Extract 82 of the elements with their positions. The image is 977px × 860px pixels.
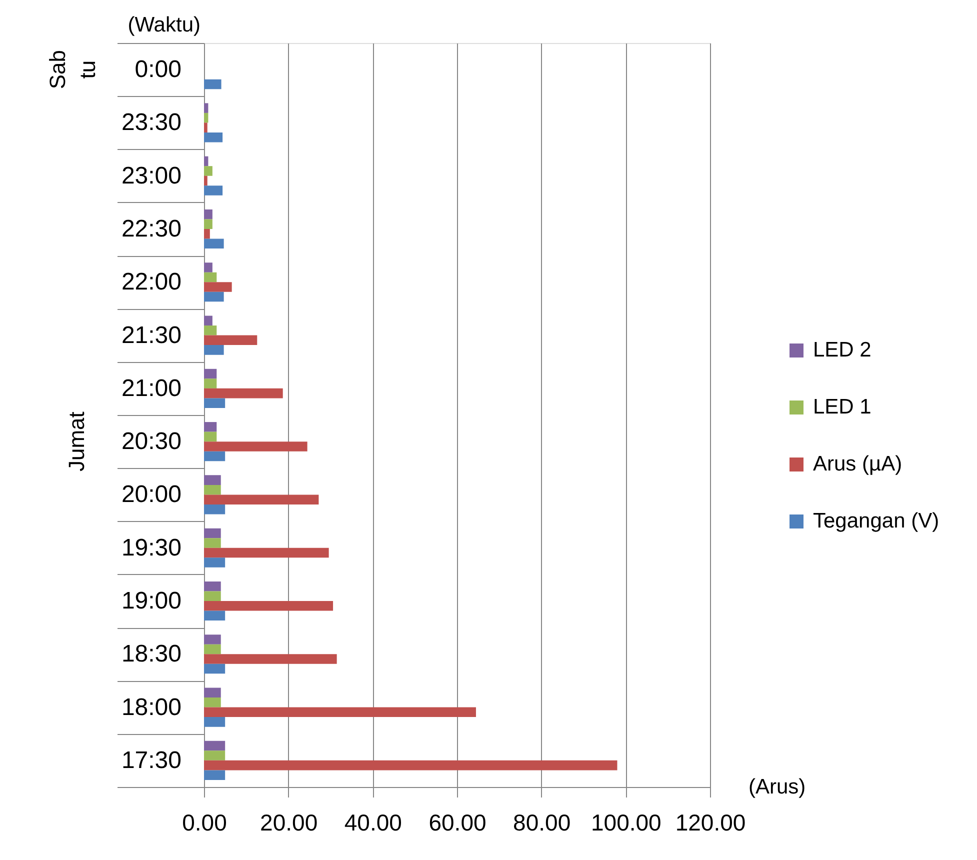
- bar: [204, 634, 221, 644]
- bar: [204, 103, 208, 113]
- x-tick-label: 120.00: [675, 810, 746, 836]
- y-tick-label: 23:00: [121, 162, 182, 190]
- bar: [204, 664, 226, 674]
- bar: [204, 282, 232, 292]
- bar: [204, 581, 221, 592]
- bar: [204, 122, 208, 132]
- bar: [204, 112, 208, 123]
- legend-label: LED 2: [813, 338, 872, 362]
- bar: [204, 644, 221, 654]
- bar: [204, 238, 224, 249]
- bar: [204, 760, 618, 770]
- y-axis-title: (Waktu): [128, 14, 200, 36]
- bar: [204, 442, 308, 452]
- legend-label: Tegangan (V): [813, 510, 940, 532]
- legend-label: LED 1: [813, 396, 872, 418]
- bar: [204, 156, 208, 166]
- bar: [204, 484, 221, 495]
- bar: [204, 432, 217, 442]
- bar: [204, 558, 226, 568]
- bar: [204, 494, 319, 504]
- bar: [204, 422, 217, 432]
- bar: [204, 740, 226, 751]
- bar: [204, 229, 210, 239]
- bar: [204, 79, 222, 90]
- bar: [204, 398, 226, 408]
- bar: [204, 504, 226, 514]
- x-axis-title: (Arus): [748, 776, 806, 798]
- bar: [204, 528, 221, 538]
- bar: [204, 610, 226, 621]
- bar: [204, 378, 217, 388]
- x-tick-label: 80.00: [513, 810, 571, 836]
- bar: [204, 272, 217, 282]
- bar: [204, 345, 224, 355]
- bar: [204, 335, 258, 346]
- y-tick-label: 20:30: [121, 428, 182, 456]
- bar: [204, 292, 224, 302]
- text: Jumat: [64, 412, 89, 472]
- y-tick-label: 21:00: [121, 374, 182, 402]
- legend-label: Arus (µA): [813, 452, 902, 476]
- bar: [204, 132, 223, 142]
- bar: [204, 326, 217, 336]
- y-tick-label: 18:30: [121, 640, 182, 668]
- bar: [204, 262, 212, 272]
- y-tick-label: 0:00: [134, 56, 182, 84]
- bar: [204, 688, 221, 698]
- bar: [204, 166, 212, 176]
- y-tick-label: 21:30: [121, 322, 182, 349]
- bar: [204, 707, 476, 718]
- bar: [204, 654, 337, 664]
- bar: [204, 219, 212, 229]
- bar: [204, 451, 226, 462]
- y-tick-label: 19:00: [121, 588, 182, 614]
- bar: [204, 388, 283, 398]
- bar: [204, 368, 217, 379]
- x-tick-label: 20.00: [260, 810, 318, 836]
- bar: [204, 717, 226, 727]
- bar: [204, 475, 221, 485]
- y-tick-label: 20:00: [121, 481, 182, 508]
- text: Sab tu: [45, 50, 100, 90]
- y-tick-label: 23:30: [121, 109, 182, 136]
- bar: [204, 176, 208, 186]
- y-tick-label: 17:30: [121, 746, 182, 774]
- bar: [204, 209, 212, 220]
- bar: [204, 770, 226, 780]
- x-tick-label: 0.00: [182, 810, 227, 836]
- y-tick-label: 22:30: [121, 216, 182, 242]
- x-tick-label: 60.00: [428, 810, 486, 836]
- x-tick-label: 40.00: [344, 810, 402, 836]
- y-tick-label: 19:30: [121, 534, 182, 562]
- bar: [204, 316, 212, 326]
- bar: [204, 601, 334, 611]
- y-tick-label: 22:00: [121, 268, 182, 296]
- bar: [204, 698, 221, 708]
- bar: [204, 538, 221, 548]
- bar: [204, 591, 221, 601]
- x-tick-label: 100.00: [590, 810, 662, 836]
- bar: [204, 186, 223, 196]
- y-tick-label: 18:00: [121, 694, 182, 721]
- bar: [204, 750, 226, 760]
- bar: [204, 548, 329, 558]
